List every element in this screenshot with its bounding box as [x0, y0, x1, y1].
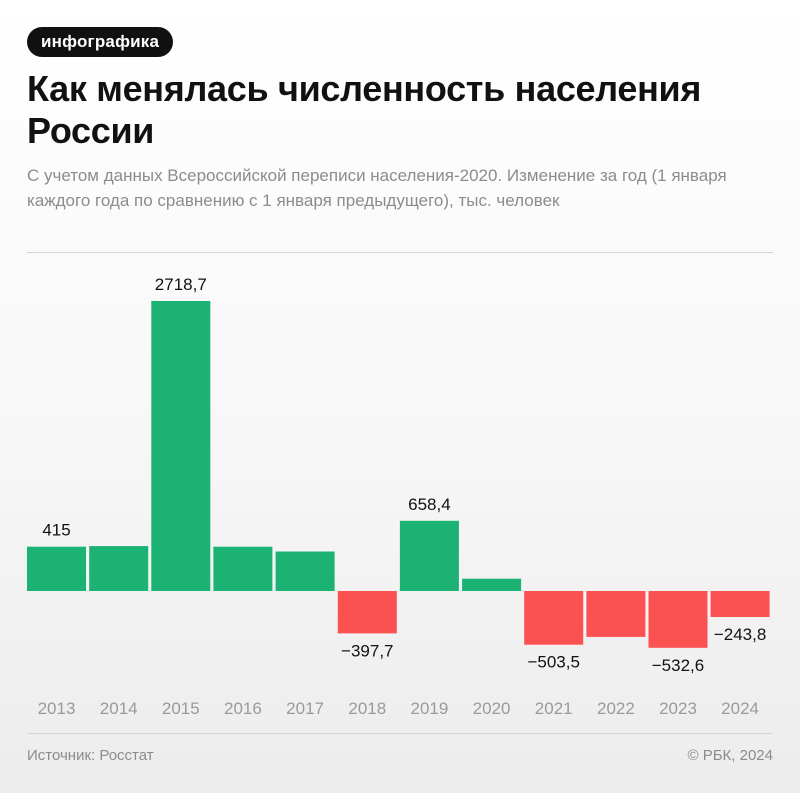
source-note: Источник: Росстат [27, 747, 154, 764]
data-label-2023: −532,6 [652, 656, 704, 675]
bar-2018 [337, 591, 397, 634]
top-divider [27, 252, 773, 253]
bar-2016 [213, 546, 273, 591]
chart-title: Как менялась численность населения Росси… [27, 68, 702, 151]
bar-2015 [151, 301, 211, 591]
x-tick-label-2019: 2019 [410, 699, 448, 718]
bar-2014 [89, 546, 149, 591]
bar-2024 [710, 591, 770, 617]
x-tick-label-2016: 2016 [224, 699, 262, 718]
bar-2021 [524, 591, 584, 645]
bar-2020 [462, 578, 522, 591]
data-label-2015: 2718,7 [155, 275, 207, 294]
x-tick-label-2020: 2020 [473, 699, 511, 718]
x-tick-label-2023: 2023 [659, 699, 697, 718]
data-label-2024: −243,8 [714, 625, 766, 644]
copyright-note: © РБК, 2024 [687, 747, 773, 764]
x-tick-label-2018: 2018 [348, 699, 386, 718]
x-tick-label-2014: 2014 [100, 699, 138, 718]
bottom-divider [27, 733, 773, 734]
x-tick-label-2021: 2021 [535, 699, 573, 718]
x-tick-label-2024: 2024 [721, 699, 759, 718]
chart-subtitle: С учетом данных Всероссийской переписи н… [27, 166, 727, 210]
data-label-2018: −397,7 [341, 641, 393, 660]
data-label-2019: 658,4 [408, 495, 451, 514]
bar-2023 [648, 591, 708, 648]
x-tick-label-2022: 2022 [597, 699, 635, 718]
x-tick-label-2017: 2017 [286, 699, 324, 718]
category-badge: инфографика [27, 27, 174, 57]
bar-2019 [399, 520, 459, 591]
data-label-2013: 415 [42, 521, 70, 540]
x-tick-label-2013: 2013 [38, 699, 76, 718]
bar-2017 [275, 551, 335, 591]
bar-2013 [27, 546, 86, 591]
bar-2022 [586, 591, 646, 637]
data-label-2021: −503,5 [527, 653, 579, 672]
x-tick-label-2015: 2015 [162, 699, 200, 718]
